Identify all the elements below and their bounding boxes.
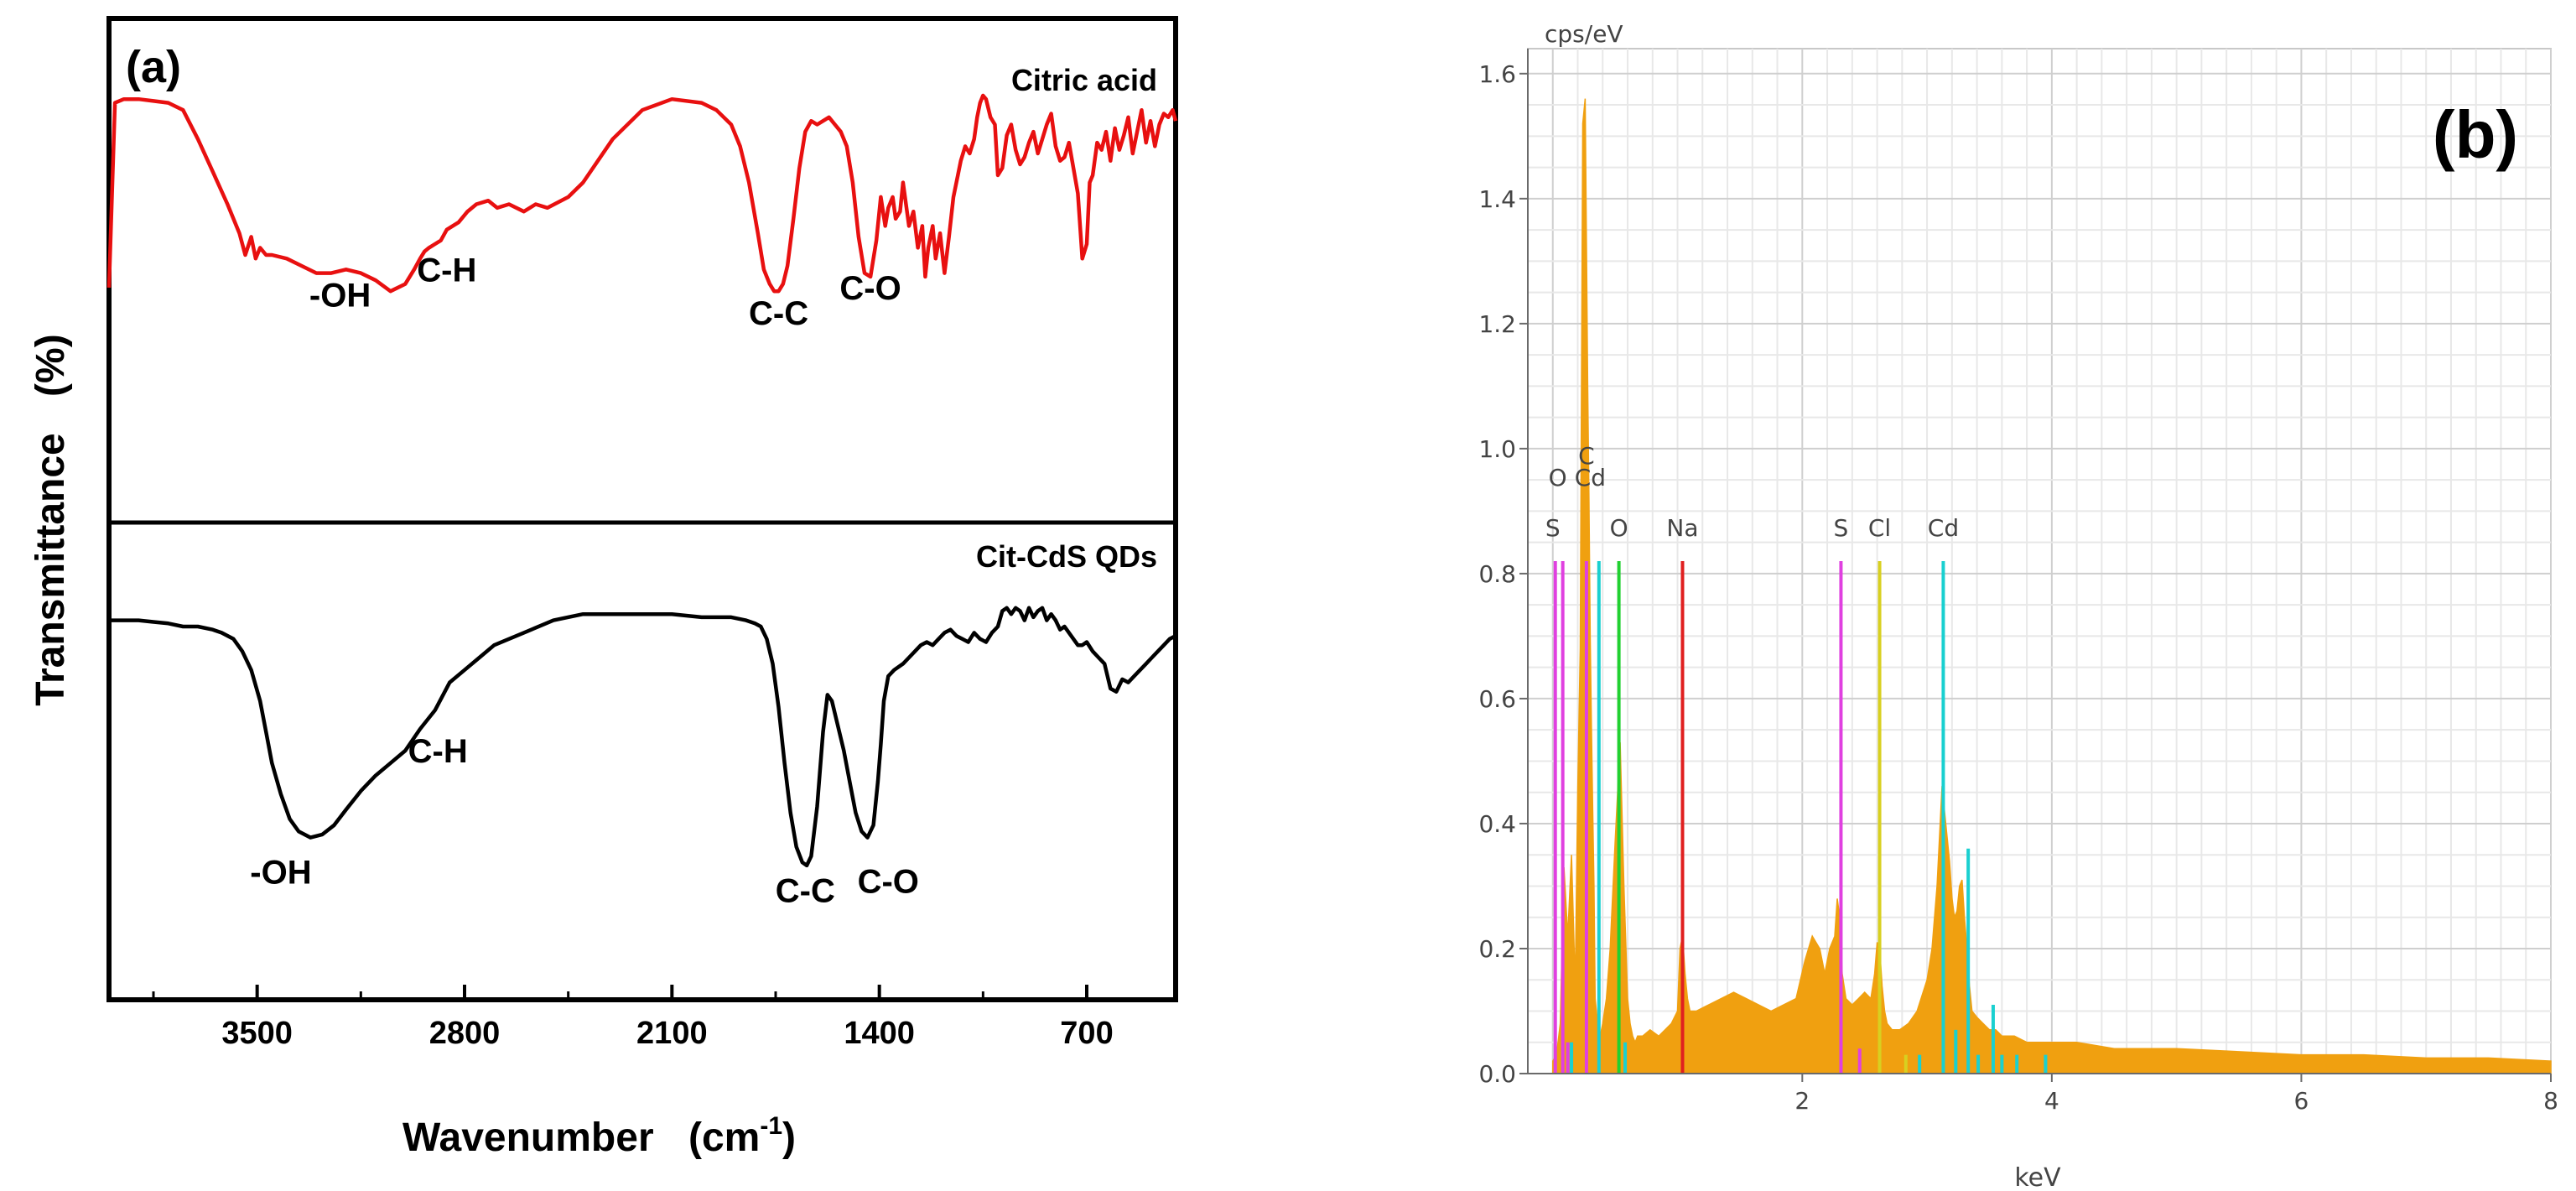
edx-element-label: O bbox=[1610, 514, 1628, 542]
ftir-peak-label: C-C bbox=[749, 295, 808, 332]
edx-y-tick-label: 0.4 bbox=[1478, 810, 1516, 838]
edx-x-tick-label: 4 bbox=[2044, 1087, 2059, 1115]
ftir-y-axis-label: Transmittance bbox=[29, 433, 73, 705]
edx-x-tick-label: 2 bbox=[1794, 1087, 1810, 1115]
ftir-peak-label: C-C bbox=[776, 873, 835, 910]
ftir-x-tick-label: 2100 bbox=[636, 1016, 708, 1051]
ftir-x-tick-label: 2800 bbox=[429, 1016, 501, 1051]
edx-y-tick-label: 0.0 bbox=[1478, 1060, 1516, 1088]
ftir-x-tick-label: 3500 bbox=[221, 1016, 293, 1051]
edx-element-label: O bbox=[1549, 464, 1567, 491]
ftir-x-tick-label: 700 bbox=[1060, 1016, 1113, 1051]
ftir-x-axis-title: Wavenumber (cm-1) bbox=[402, 1112, 796, 1160]
edx-x-axis-label: keV bbox=[2014, 1163, 2061, 1191]
edx-element-label: S bbox=[1834, 514, 1849, 542]
edx-axes: 0.0 0.2 0.4 0.6 0.8 1.0 1.2 1.4 1.6 2 4 6 8 bbox=[1478, 49, 2558, 1115]
ftir-x-axis-unit-close: ) bbox=[782, 1116, 796, 1160]
cit-cds-series-label: Cit-CdS QDs bbox=[976, 539, 1157, 574]
edx-element-label: C bbox=[1578, 442, 1595, 470]
ftir-x-axis-unit: (cm bbox=[688, 1116, 760, 1160]
edx-y-tick-label: 0.2 bbox=[1478, 935, 1516, 963]
edx-y-tick-label: 1.4 bbox=[1478, 185, 1516, 213]
edx-element-label: Cd bbox=[1928, 514, 1959, 542]
edx-x-tick-label: 6 bbox=[2294, 1087, 2309, 1115]
ftir-peak-label: -OH bbox=[250, 854, 311, 891]
ftir-x-axis: 3500 2800 2100 1400 700 bbox=[152, 985, 1114, 1051]
edx-element-label: Na bbox=[1666, 514, 1698, 542]
citric-acid-spectrum-line bbox=[106, 93, 1178, 294]
ftir-plot-frame bbox=[106, 16, 1178, 1002]
citric-acid-series-label: Citric acid bbox=[1011, 63, 1157, 97]
edx-y-tick-label: 1.6 bbox=[1478, 60, 1516, 88]
edx-y-tick-label: 1.0 bbox=[1478, 435, 1516, 463]
cit-cds-spectrum-line bbox=[109, 606, 1177, 868]
ftir-peak-label: -OH bbox=[309, 278, 371, 315]
edx-gridlines bbox=[1528, 49, 2552, 1074]
edx-panel-label: (b) bbox=[2433, 97, 2518, 172]
ftir-x-axis-unit-superscript: -1 bbox=[760, 1112, 782, 1140]
ftir-x-tick-label: 1400 bbox=[844, 1016, 915, 1051]
ftir-y-axis-unit: (%) bbox=[29, 334, 73, 397]
edx-element-label: S bbox=[1545, 514, 1561, 542]
edx-y-tick-label: 0.8 bbox=[1478, 560, 1516, 588]
edx-element-label: Cl bbox=[1868, 514, 1891, 542]
edx-spectrum-area bbox=[1552, 98, 2552, 1074]
edx-x-tick-label: 8 bbox=[2543, 1087, 2558, 1115]
ftir-peak-label: C-O bbox=[839, 270, 901, 307]
edx-spectrum bbox=[1552, 98, 2552, 1074]
ftir-peak-label: C-O bbox=[858, 863, 919, 900]
ftir-panel: (a) Citric acid Cit-CdS QDs -OH C-H C-C C-O… bbox=[29, 16, 1178, 1160]
ftir-x-axis-label: Wavenumber bbox=[402, 1116, 654, 1160]
ftir-peak-annotations: -OH C-H C-C C-O -OH C-H C-C C-O bbox=[250, 252, 919, 909]
ftir-peak-label: C-H bbox=[408, 733, 468, 770]
ftir-peak-label: C-H bbox=[417, 252, 476, 289]
ftir-panel-label: (a) bbox=[126, 42, 181, 92]
edx-plot-area bbox=[1527, 48, 2552, 1074]
edx-y-tick-label: 1.2 bbox=[1478, 310, 1516, 338]
edx-y-axis-label: cps/eV bbox=[1545, 20, 1623, 48]
ftir-y-axis-title: Transmittance (%) bbox=[29, 334, 73, 705]
edx-y-tick-label: 0.6 bbox=[1478, 685, 1516, 713]
edx-element-label: Cd bbox=[1575, 464, 1606, 491]
